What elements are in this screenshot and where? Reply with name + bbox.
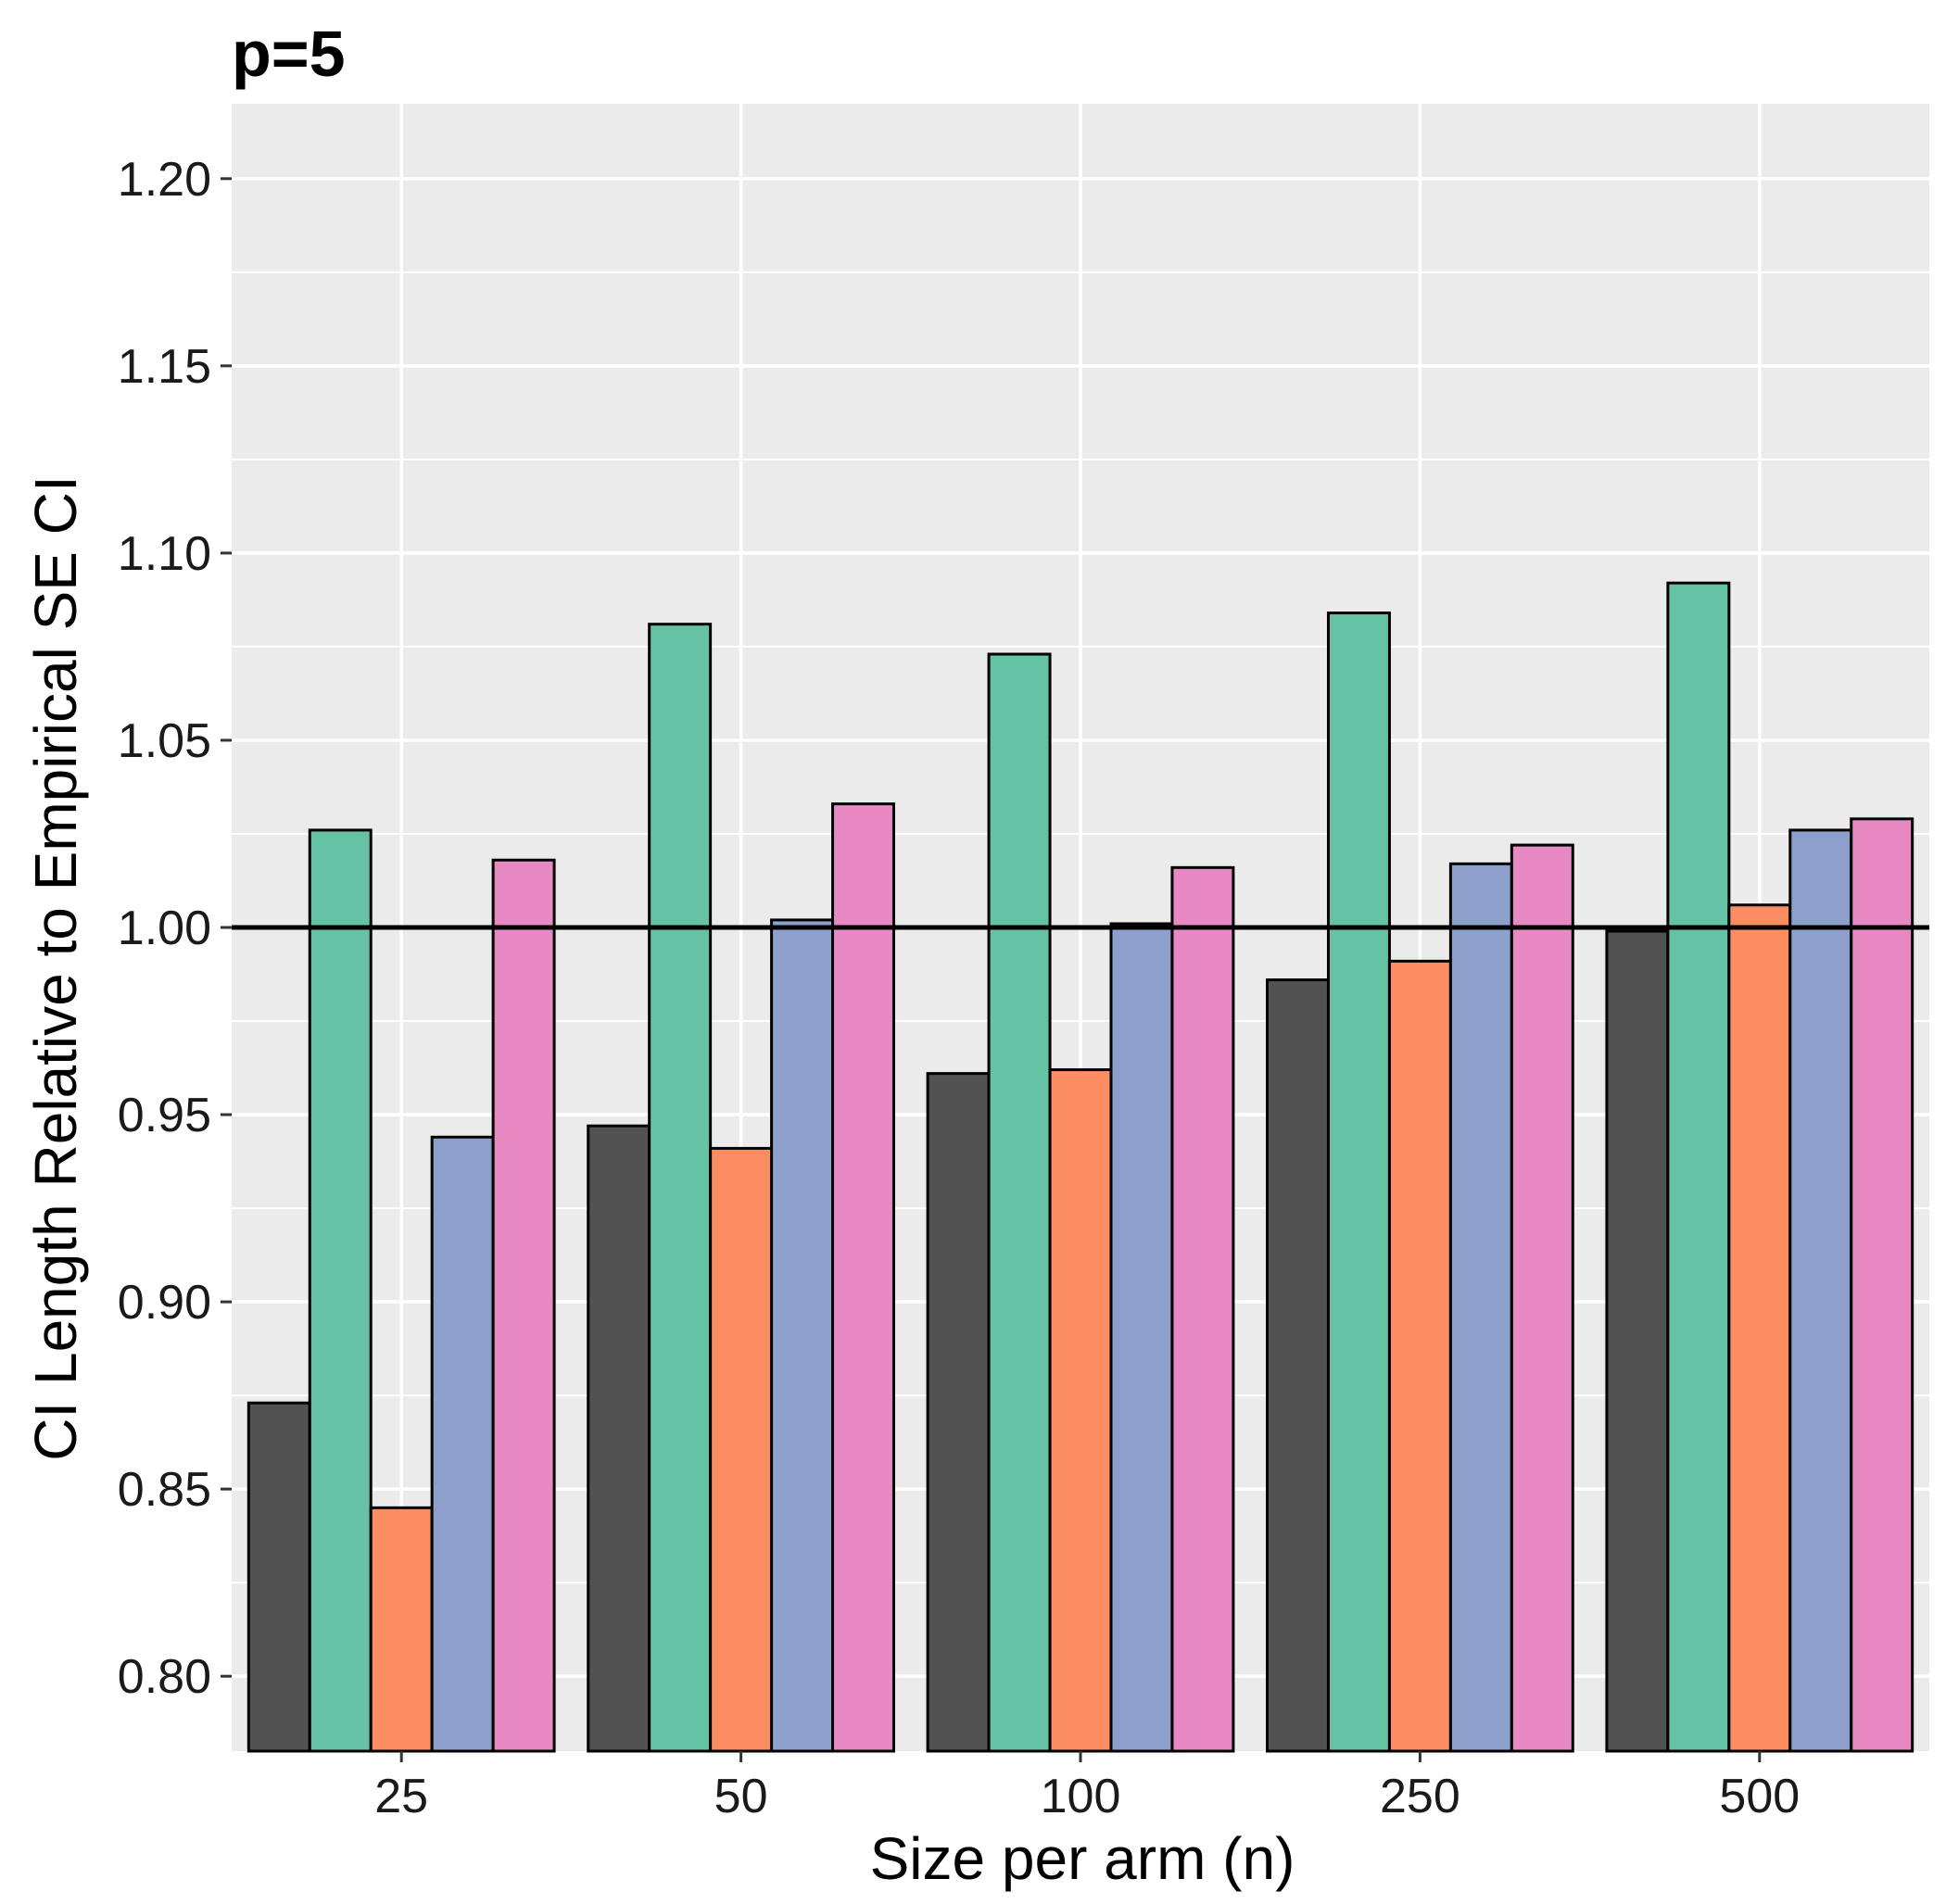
y-tick-label: 0.85 bbox=[118, 1463, 211, 1517]
x-tick-label: 100 bbox=[1041, 1770, 1121, 1823]
x-tick-label: 250 bbox=[1380, 1770, 1460, 1823]
bar-series-2-25 bbox=[308, 828, 373, 1753]
bar-series-3-100 bbox=[1048, 1068, 1113, 1753]
x-tick-label: 25 bbox=[374, 1770, 428, 1823]
y-tick-label: 0.80 bbox=[118, 1650, 211, 1704]
bar-series-5-25 bbox=[491, 858, 556, 1753]
bar-series-4-100 bbox=[1109, 922, 1174, 1753]
bar-series-2-50 bbox=[648, 623, 713, 1753]
y-tick-label: 1.20 bbox=[118, 153, 211, 207]
x-axis: 25 50 100 250 500 bbox=[374, 1751, 1800, 1823]
bar-series-4-250 bbox=[1448, 862, 1513, 1753]
bar-series-4-25 bbox=[430, 1135, 495, 1753]
x-tick-label: 50 bbox=[714, 1770, 768, 1823]
bar-series-3-500 bbox=[1727, 903, 1792, 1753]
y-tick-label: 1.05 bbox=[118, 714, 211, 768]
bar-series-1-25 bbox=[246, 1401, 311, 1753]
bar-series-1-500 bbox=[1605, 929, 1670, 1753]
y-tick-label: 1.15 bbox=[118, 340, 211, 394]
bar-series-3-250 bbox=[1387, 959, 1452, 1753]
bar-series-5-500 bbox=[1850, 817, 1914, 1753]
bar-series-2-100 bbox=[987, 652, 1052, 1753]
bar-series-4-500 bbox=[1788, 828, 1853, 1753]
y-tick-label: 0.95 bbox=[118, 1089, 211, 1142]
bar-series-5-50 bbox=[831, 802, 895, 1753]
bars bbox=[246, 581, 1914, 1753]
bar-series-2-250 bbox=[1326, 612, 1391, 1753]
chart-title: p=5 bbox=[232, 18, 346, 90]
y-tick-label: 1.00 bbox=[118, 902, 211, 955]
bar-series-4-50 bbox=[770, 918, 835, 1753]
bar-series-3-50 bbox=[709, 1146, 774, 1753]
bar-series-5-100 bbox=[1170, 865, 1235, 1753]
y-axis-title: CI Length Relative to Empirical SE CI bbox=[22, 475, 89, 1461]
x-axis-title: Size per arm (n) bbox=[870, 1825, 1295, 1892]
bar-series-1-50 bbox=[587, 1124, 651, 1753]
y-axis: 0.80 0.85 0.90 0.95 1.00 1.05 1.10 1.15 1.20 bbox=[118, 153, 232, 1704]
bar-series-2-500 bbox=[1666, 581, 1731, 1753]
x-tick-label: 500 bbox=[1719, 1770, 1800, 1823]
y-tick-label: 1.10 bbox=[118, 527, 211, 581]
bar-series-5-250 bbox=[1510, 843, 1574, 1753]
bar-series-1-100 bbox=[926, 1072, 991, 1753]
bar-series-1-250 bbox=[1266, 978, 1330, 1753]
bar-series-3-25 bbox=[369, 1506, 434, 1753]
y-tick-label: 0.90 bbox=[118, 1276, 211, 1330]
